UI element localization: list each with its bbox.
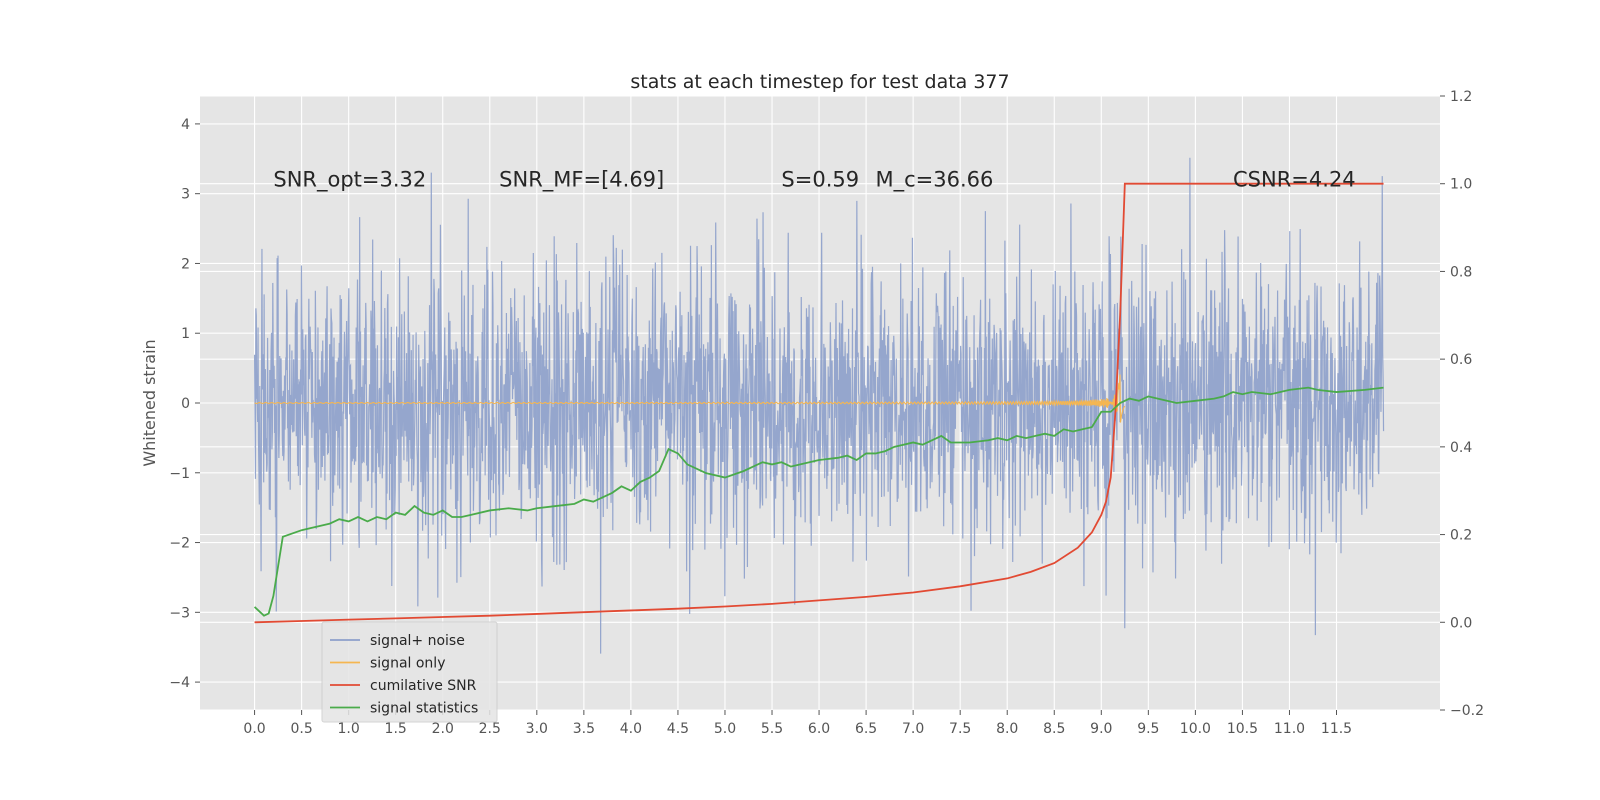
chart-title: stats at each timestep for test data 377 <box>630 71 1009 93</box>
y-tick-label: 2 <box>181 256 190 272</box>
x-tick-label: 7.5 <box>949 721 971 737</box>
annotations: SNR_opt=3.32 SNR_MF=[4.69] S=0.59 M_c=36.66… <box>273 168 1355 193</box>
x-tick-label: 7.0 <box>902 721 924 737</box>
x-tick-label: 9.5 <box>1137 721 1159 737</box>
x-tick-label: 9.0 <box>1090 721 1112 737</box>
legend-entry: signal+ noise <box>370 633 465 649</box>
x-axis-ticks: 0.0 0.5 1.0 1.5 2.0 2.5 3.0 3.5 4.0 4.5 5.0 5.5 6.0 6… <box>243 710 1352 737</box>
x-tick-label: 0.0 <box>243 721 265 737</box>
legend-entry: cumilative SNR <box>370 678 477 694</box>
legend: signal+ noise signal only cumilative SNR si… <box>321 621 498 723</box>
y2-tick-label: −0.2 <box>1450 703 1484 719</box>
x-tick-label: 11.5 <box>1321 721 1352 737</box>
x-tick-label: 1.0 <box>338 721 360 737</box>
x-tick-label: 10.0 <box>1180 721 1211 737</box>
legend-entry: signal only <box>370 656 445 672</box>
y2-tick-label: 0.8 <box>1450 264 1472 280</box>
series-cumilative-snr <box>254 182 1384 624</box>
annotation: S=0.59 <box>781 168 859 192</box>
x-tick-label: 2.5 <box>479 721 501 737</box>
y-tick-label: 1 <box>181 326 190 342</box>
x-tick-label: 10.5 <box>1227 721 1258 737</box>
y-tick-label: −3 <box>169 605 190 621</box>
y2-tick-label: 0.4 <box>1450 440 1472 456</box>
x-tick-label: 8.0 <box>996 721 1018 737</box>
signal-noise-series <box>253 157 1385 654</box>
y2-tick-label: 0.6 <box>1450 352 1472 368</box>
series-signal-noise <box>253 157 1385 654</box>
annotation: M_c=36.66 <box>876 168 994 193</box>
x-tick-label: 4.0 <box>620 721 642 737</box>
x-tick-label: 2.0 <box>432 721 454 737</box>
y-tick-label: −4 <box>169 675 190 691</box>
x-tick-label: 3.0 <box>526 721 548 737</box>
y-tick-label: 0 <box>181 396 190 412</box>
x-tick-label: 1.5 <box>385 721 407 737</box>
annotation: SNR_opt=3.32 <box>273 168 426 193</box>
y2-tick-label: 1.0 <box>1450 177 1472 193</box>
x-tick-label: 5.5 <box>761 721 783 737</box>
y2-tick-label: 0.2 <box>1450 528 1472 544</box>
x-tick-label: 4.5 <box>667 721 689 737</box>
x-tick-label: 3.5 <box>573 721 595 737</box>
y-tick-label: −2 <box>169 536 190 552</box>
legend-entry: signal statistics <box>370 701 478 717</box>
x-tick-label: 6.5 <box>855 721 877 737</box>
y2-axis-ticks: −0.2 0.0 0.2 0.4 0.6 0.8 1.0 1.2 <box>1440 89 1484 719</box>
series-signal-only <box>254 374 1126 423</box>
y-tick-label: 4 <box>181 117 190 133</box>
annotation: SNR_MF=[4.69] <box>499 168 664 193</box>
x-tick-label: 8.5 <box>1043 721 1065 737</box>
y-axis-ticks: −4 −3 −2 −1 0 1 2 3 4 <box>169 117 200 691</box>
series-signal-statistics <box>253 386 1384 617</box>
signal-only-series <box>254 374 1126 423</box>
y2-tick-label: 1.2 <box>1450 89 1472 105</box>
x-tick-label: 6.0 <box>808 721 830 737</box>
x-tick-label: 11.0 <box>1274 721 1305 737</box>
y-tick-label: −1 <box>169 466 190 482</box>
x-tick-label: 5.0 <box>714 721 736 737</box>
y-tick-label: 3 <box>181 187 190 203</box>
legend-box <box>321 621 498 723</box>
y2-tick-label: 0.0 <box>1450 615 1472 631</box>
y-axis-label: Whitened strain <box>140 339 159 466</box>
line-series <box>253 182 1384 624</box>
x-tick-label: 0.5 <box>290 721 312 737</box>
annotation: CSNR=4.24 <box>1233 168 1356 192</box>
